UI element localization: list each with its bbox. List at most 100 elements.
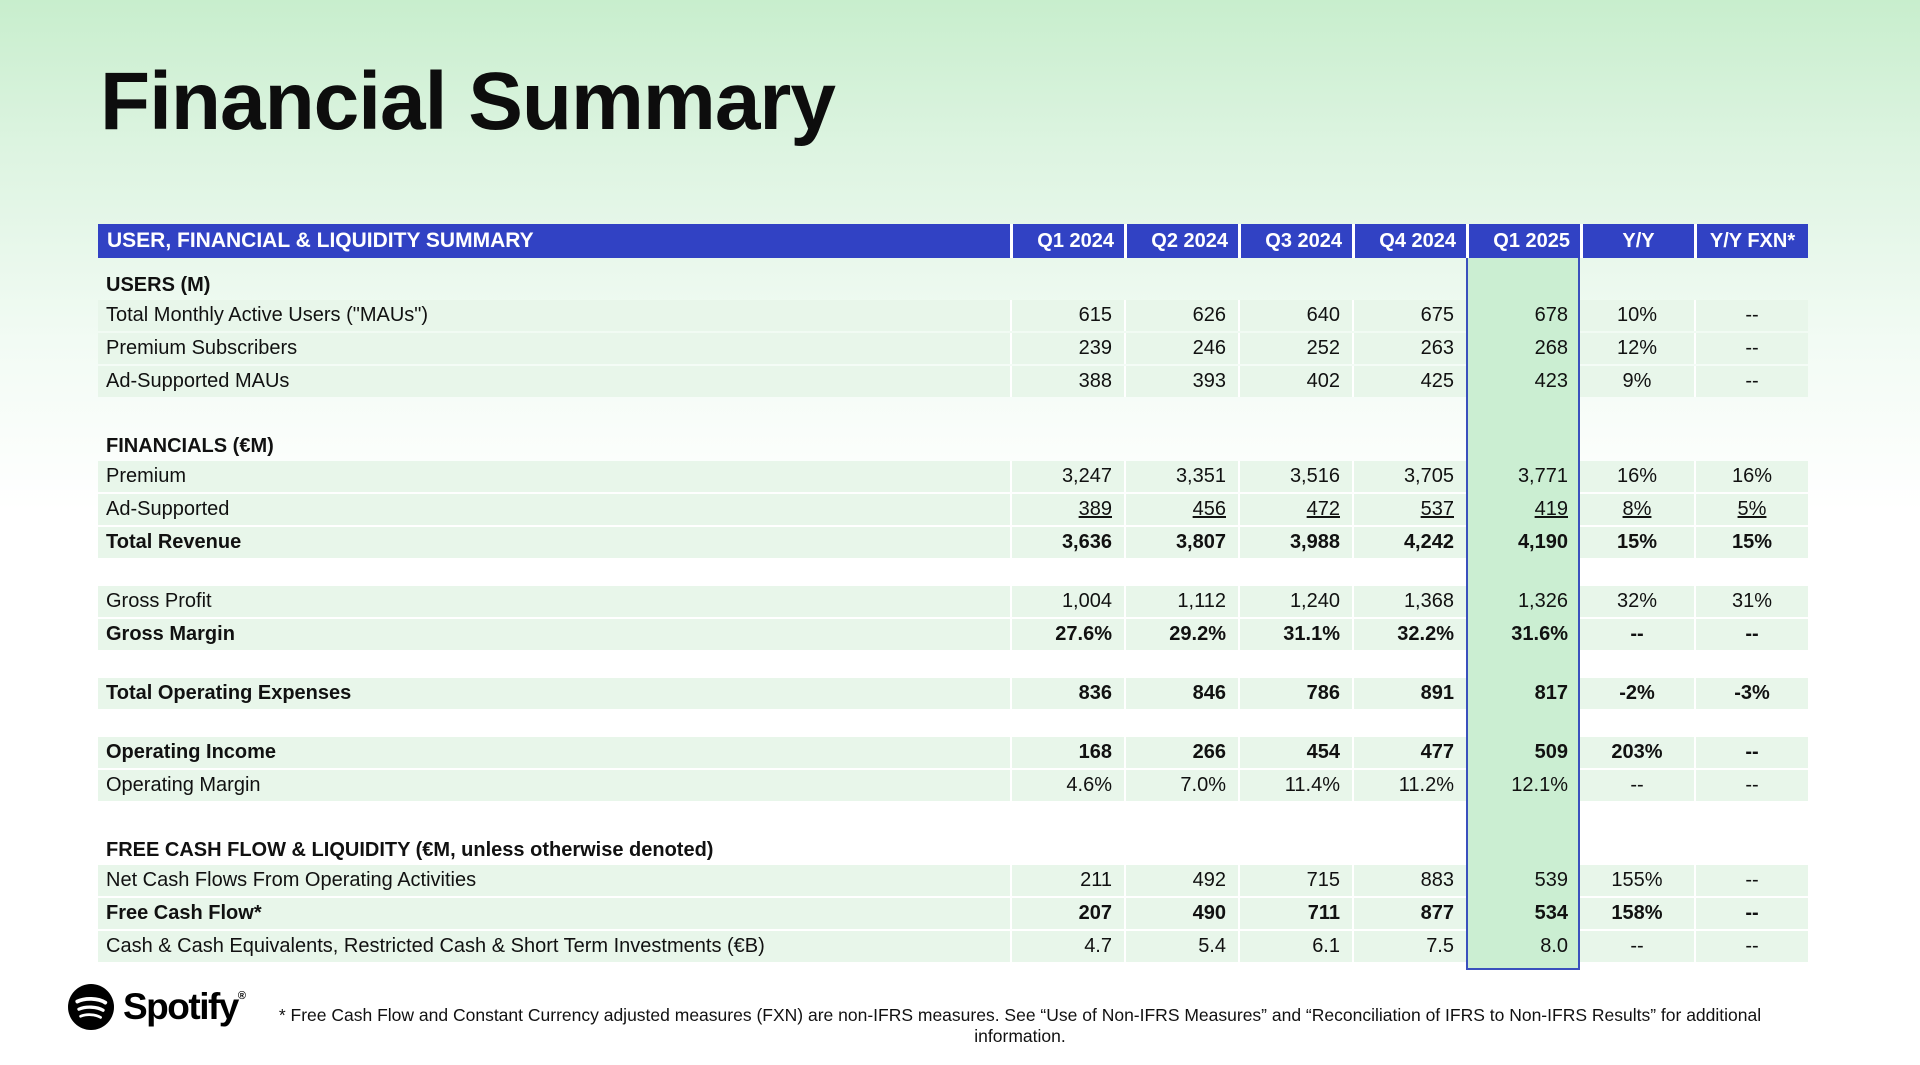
cell-q1-2024: 3,247 (1010, 461, 1124, 492)
cell-value: 6.1 (1312, 935, 1340, 957)
column-header-q4-2024: Q4 2024 (1352, 224, 1466, 258)
cell-value: 477 (1420, 741, 1454, 763)
cell-q2-2024: 492 (1124, 865, 1238, 896)
cell-q3-2024: 454 (1238, 737, 1352, 768)
cell-value: 3,771 (1517, 465, 1568, 487)
page-title: Financial Summary (100, 56, 836, 147)
section-header-label: USERS (M) (106, 274, 211, 296)
cell-q1-2024: 389 (1010, 494, 1124, 525)
cell-q1-2025: 1,326 (1466, 586, 1580, 617)
cell-value: 423 (1534, 370, 1568, 392)
cell-q2-2024: 490 (1124, 898, 1238, 929)
cell-q1-2025: 268 (1466, 333, 1580, 364)
cell-y-y: 15% (1580, 527, 1694, 558)
cell-value: 3,705 (1403, 465, 1454, 487)
section-header-users: USERS (M) (98, 264, 1808, 300)
cell-q1-2024: 168 (1010, 737, 1124, 768)
row-label: Total Operating Expenses (98, 678, 1010, 709)
cell-value: 1,326 (1517, 590, 1568, 612)
column-header-y-y-fxn: Y/Y FXN* (1694, 224, 1808, 258)
row-label: Cash & Cash Equivalents, Restricted Cash… (98, 931, 1010, 962)
cell-value: -- (1630, 935, 1644, 957)
section-gap (98, 399, 1808, 425)
row-label: Total Revenue (98, 527, 1010, 558)
cell-q1-2024: 27.6% (1010, 619, 1124, 650)
section-header-label: FINANCIALS (€M) (106, 435, 274, 457)
cell-value: 1,240 (1289, 590, 1340, 612)
cell-value: -- (1630, 623, 1644, 645)
section-header-financials: FINANCIALS (€M) (98, 425, 1808, 461)
cell-value: 31% (1731, 590, 1773, 612)
column-header-q2-2024: Q2 2024 (1124, 224, 1238, 258)
cell-value: 817 (1534, 682, 1568, 704)
cell-q4-2024: 877 (1352, 898, 1466, 929)
cell-value: 8.0 (1540, 935, 1568, 957)
cell-q2-2024: 7.0% (1124, 770, 1238, 801)
cell-q4-2024: 7.5 (1352, 931, 1466, 962)
cell-value: 31.6% (1511, 623, 1568, 645)
cell-value: 472 (1306, 498, 1340, 520)
cell-value: 456 (1192, 498, 1226, 520)
cell-q4-2024: 4,242 (1352, 527, 1466, 558)
cell-q2-2024: 626 (1124, 300, 1238, 331)
cell-value: 3,351 (1175, 465, 1226, 487)
cell-value: 211 (1080, 869, 1112, 891)
cell-y-y: -- (1580, 619, 1694, 650)
cell-value: 4,190 (1517, 531, 1568, 553)
cell-q1-2025: 31.6% (1466, 619, 1580, 650)
cell-value: 32% (1616, 590, 1658, 612)
cell-value: 16% (1616, 465, 1658, 487)
cell-q1-2025: 539 (1466, 865, 1580, 896)
cell-value: 3,516 (1289, 465, 1340, 487)
cell-value: -- (1745, 774, 1759, 796)
cell-value: 246 (1192, 337, 1226, 359)
cell-q1-2024: 207 (1010, 898, 1124, 929)
cell-y-y-fxn: -- (1694, 619, 1808, 650)
cell-value: 678 (1534, 304, 1568, 326)
cell-value: 490 (1192, 902, 1226, 924)
spotify-wordmark: Spotify® (123, 986, 246, 1027)
cell-value: 11.4% (1284, 774, 1340, 796)
column-header-q3-2024: Q3 2024 (1238, 224, 1352, 258)
cell-value: 3,988 (1289, 531, 1340, 553)
cell-y-y-fxn: 31% (1694, 586, 1808, 617)
cell-y-y-fxn: -3% (1694, 678, 1808, 709)
cell-y-y-fxn: -- (1694, 300, 1808, 331)
cell-value: 883 (1420, 869, 1454, 891)
cell-value: 4.7 (1084, 935, 1112, 957)
row-label: Operating Margin (98, 770, 1010, 801)
cell-value: 877 (1420, 902, 1454, 924)
cell-value: 15% (1731, 531, 1773, 553)
cell-q2-2024: 456 (1124, 494, 1238, 525)
cell-q2-2024: 846 (1124, 678, 1238, 709)
cell-y-y: 16% (1580, 461, 1694, 492)
cell-q3-2024: 472 (1238, 494, 1352, 525)
cell-value: 5% (1737, 498, 1767, 520)
cell-value: 15% (1616, 531, 1658, 553)
table-row-net-cash-flows-from-operating-activities: Net Cash Flows From Operating Activities… (98, 865, 1808, 896)
cell-value: 29.2% (1169, 623, 1226, 645)
cell-value: 389 (1078, 498, 1112, 520)
table-row-total-revenue: Total Revenue 3,636 3,807 3,988 4,242 4,190 15… (98, 527, 1808, 558)
cell-value: 1,112 (1177, 590, 1226, 612)
cell-value: 640 (1306, 304, 1340, 326)
cell-value: 509 (1534, 741, 1568, 763)
cell-q1-2024: 4.6% (1010, 770, 1124, 801)
cell-value: 268 (1534, 337, 1568, 359)
cell-value: 891 (1420, 682, 1454, 704)
cell-value: -- (1745, 337, 1759, 359)
table-row-total-monthly-active-users: Total Monthly Active Users ("MAUs") 615 62… (98, 300, 1808, 331)
cell-y-y-fxn: -- (1694, 898, 1808, 929)
cell-q1-2024: 239 (1010, 333, 1124, 364)
cell-value: 10% (1616, 304, 1658, 326)
cell-value: 168 (1078, 741, 1112, 763)
cell-q4-2024: 891 (1352, 678, 1466, 709)
cell-y-y: 32% (1580, 586, 1694, 617)
cell-value: 786 (1306, 682, 1340, 704)
cell-q3-2024: 6.1 (1238, 931, 1352, 962)
cell-q4-2024: 675 (1352, 300, 1466, 331)
cell-q1-2025: 678 (1466, 300, 1580, 331)
cell-value: 266 (1192, 741, 1226, 763)
cell-value: 615 (1078, 304, 1112, 326)
section-header-label: FREE CASH FLOW & LIQUIDITY (€M, unless o… (106, 839, 714, 861)
